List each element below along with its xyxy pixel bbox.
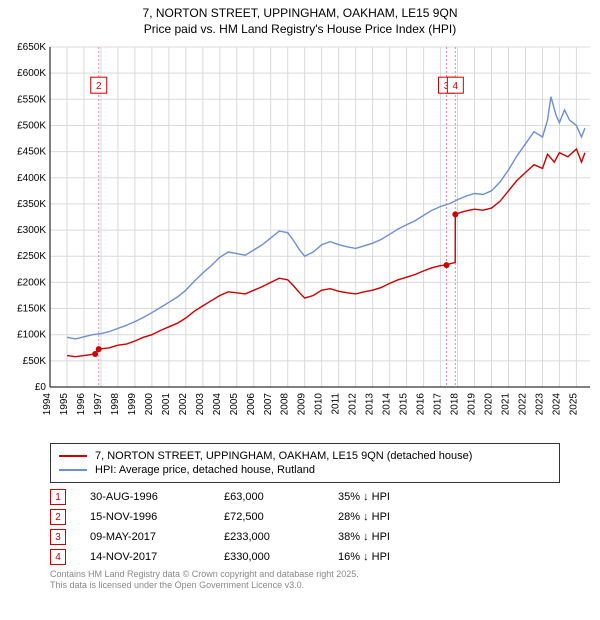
svg-text:2018: 2018 (450, 393, 461, 416)
legend-swatch (59, 455, 87, 457)
svg-text:2011: 2011 (331, 393, 342, 415)
txn-date: 14-NOV-2017 (90, 551, 200, 563)
txn-price: £233,000 (224, 531, 314, 543)
svg-text:2023: 2023 (534, 393, 545, 416)
table-row: 2 15-NOV-1996 £72,500 28% ↓ HPI (50, 509, 560, 525)
table-row: 3 09-MAY-2017 £233,000 38% ↓ HPI (50, 529, 560, 545)
svg-text:£450K: £450K (17, 147, 46, 158)
txn-date: 30-AUG-1996 (90, 491, 200, 503)
svg-text:£500K: £500K (17, 121, 46, 132)
svg-text:£0: £0 (35, 382, 47, 393)
table-row: 4 14-NOV-2017 £330,000 16% ↓ HPI (50, 549, 560, 565)
svg-text:2010: 2010 (314, 393, 325, 416)
svg-text:2025: 2025 (568, 393, 579, 416)
title-line1: 7, NORTON STREET, UPPINGHAM, OAKHAM, LE1… (0, 6, 600, 22)
legend-row: HPI: Average price, detached house, Rutl… (59, 464, 551, 476)
txn-price: £72,500 (224, 511, 314, 523)
legend-swatch (59, 469, 87, 471)
legend: 7, NORTON STREET, UPPINGHAM, OAKHAM, LE1… (50, 443, 560, 483)
svg-text:2007: 2007 (263, 393, 274, 416)
line-chart-svg: £0 £50K £100K £150K £200K £250K £300K £350K £400… (0, 37, 600, 437)
svg-text:1996: 1996 (76, 393, 87, 416)
txn-hpi: 38% ↓ HPI (338, 531, 448, 543)
svg-text:£650K: £650K (17, 42, 46, 53)
txn-index-box: 2 (50, 509, 66, 525)
svg-text:£400K: £400K (17, 173, 46, 184)
svg-text:2013: 2013 (365, 393, 376, 416)
footnote-line1: Contains HM Land Registry data © Crown c… (50, 569, 560, 580)
svg-text:£300K: £300K (17, 225, 46, 236)
chart-area: £0 £50K £100K £150K £200K £250K £300K £350K £400… (0, 37, 600, 437)
svg-text:2002: 2002 (178, 393, 189, 416)
svg-text:1994: 1994 (42, 393, 53, 416)
svg-text:1995: 1995 (59, 393, 70, 416)
table-row: 1 30-AUG-1996 £63,000 35% ↓ HPI (50, 489, 560, 505)
txn-index-box: 4 (50, 549, 66, 565)
footnote-line2: This data is licensed under the Open Gov… (50, 580, 560, 591)
series-price_paid (67, 149, 585, 357)
legend-label: HPI: Average price, detached house, Rutl… (95, 464, 315, 476)
txn-index-box: 3 (50, 529, 66, 545)
txn-index-box: 1 (50, 489, 66, 505)
svg-text:4: 4 (453, 81, 459, 92)
svg-text:1999: 1999 (127, 393, 138, 416)
txn-hpi: 16% ↓ HPI (338, 551, 448, 563)
svg-text:2020: 2020 (484, 393, 495, 416)
chart-title: 7, NORTON STREET, UPPINGHAM, OAKHAM, LE1… (0, 0, 600, 37)
txn-hpi: 28% ↓ HPI (338, 511, 448, 523)
legend-label: 7, NORTON STREET, UPPINGHAM, OAKHAM, LE1… (95, 450, 472, 462)
legend-row: 7, NORTON STREET, UPPINGHAM, OAKHAM, LE1… (59, 450, 551, 462)
svg-text:2000: 2000 (144, 393, 155, 416)
svg-text:2021: 2021 (500, 393, 511, 416)
svg-text:2008: 2008 (280, 393, 291, 416)
svg-text:£100K: £100K (17, 330, 46, 341)
svg-text:£350K: £350K (17, 199, 46, 210)
svg-text:£550K: £550K (17, 94, 46, 105)
svg-text:£50K: £50K (23, 356, 47, 367)
svg-text:2001: 2001 (161, 393, 172, 416)
svg-text:2012: 2012 (348, 393, 359, 416)
svg-text:£600K: £600K (17, 68, 46, 79)
svg-text:2004: 2004 (212, 393, 223, 416)
svg-text:1998: 1998 (110, 393, 121, 416)
svg-text:2022: 2022 (517, 393, 528, 416)
title-line2: Price paid vs. HM Land Registry's House … (0, 22, 600, 38)
svg-text:2024: 2024 (551, 393, 562, 416)
svg-text:1997: 1997 (93, 393, 104, 416)
transactions-table: 1 30-AUG-1996 £63,000 35% ↓ HPI 2 15-NOV-1996… (50, 489, 560, 565)
svg-text:2: 2 (96, 81, 102, 92)
svg-text:£200K: £200K (17, 278, 46, 289)
svg-text:2019: 2019 (467, 393, 478, 416)
series-hpi (67, 97, 585, 339)
txn-date: 15-NOV-1996 (90, 511, 200, 523)
txn-price: £63,000 (224, 491, 314, 503)
txn-date: 09-MAY-2017 (90, 531, 200, 543)
svg-text:2006: 2006 (246, 393, 257, 416)
txn-price: £330,000 (224, 551, 314, 563)
svg-text:£250K: £250K (17, 251, 46, 262)
svg-text:2014: 2014 (382, 393, 393, 416)
svg-text:2015: 2015 (399, 393, 410, 416)
svg-text:2003: 2003 (195, 393, 206, 416)
txn-hpi: 35% ↓ HPI (338, 491, 448, 503)
svg-text:2016: 2016 (416, 393, 427, 416)
footnote: Contains HM Land Registry data © Crown c… (50, 569, 560, 592)
svg-text:2005: 2005 (229, 393, 240, 416)
svg-text:2009: 2009 (297, 393, 308, 416)
svg-text:2017: 2017 (433, 393, 444, 416)
svg-text:£150K: £150K (17, 304, 46, 315)
